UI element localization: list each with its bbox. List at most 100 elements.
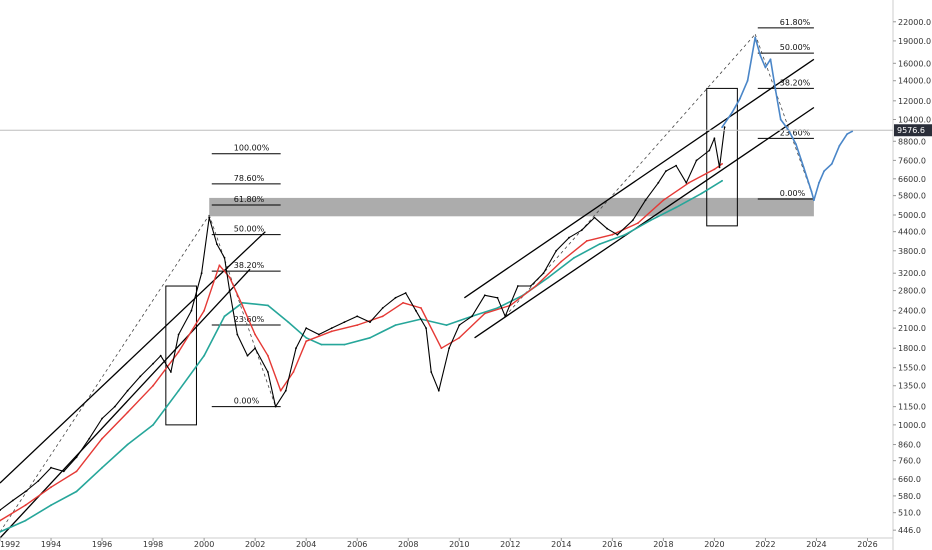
series-line-price-point — [88, 437, 91, 440]
y-tick-label: 3800.0 — [898, 247, 926, 256]
y-tick-label: 1350.0 — [898, 382, 926, 391]
fib-level-label: 78.60% — [234, 174, 265, 183]
series-line-slow-ma-point — [675, 206, 677, 209]
x-tick-label: 1992 — [0, 540, 20, 549]
series-line-slow-ma-point — [369, 336, 371, 339]
x-tick-label: 2004 — [296, 540, 316, 549]
y-tick-label: 1150.0 — [898, 403, 926, 412]
series-line-price-point — [274, 405, 277, 408]
series-line-price-point — [246, 354, 249, 357]
last-price-label: 9576.6 — [897, 126, 925, 135]
series-line-fast-ma — [0, 163, 723, 522]
series-line-fast-ma-point — [585, 240, 588, 242]
series-line-price-point — [415, 309, 417, 312]
series-line-slow-ma-point — [445, 324, 448, 326]
series-line-price-point — [437, 389, 440, 392]
dashed-projection-line — [754, 34, 815, 200]
series-line-price-point — [62, 470, 65, 473]
series-line-price-point — [254, 347, 256, 350]
y-tick-label: 2100.0 — [898, 324, 926, 333]
series-line-price-point — [318, 333, 320, 336]
series-line-slow-ma-point — [267, 304, 269, 307]
fib-level-label: 23.60% — [780, 128, 811, 137]
x-tick-label: 1996 — [92, 540, 112, 549]
series-line-fast-ma-point — [662, 199, 665, 202]
series-line-price-point — [675, 164, 677, 167]
highlight-box-layer — [165, 87, 738, 426]
series-line-price-point — [0, 509, 1, 511]
series-line-price-point — [708, 149, 711, 152]
channel-1-upper — [0, 231, 266, 484]
series-line-price-point — [50, 466, 52, 469]
fib-level-label: 100.00% — [234, 144, 270, 153]
series-line-fast-ma-point — [177, 351, 180, 353]
series-line-price-point — [284, 389, 287, 392]
series-line-price-point — [11, 499, 14, 502]
y-tick-label: 446.0 — [898, 526, 921, 535]
x-tick-label: 2000 — [194, 540, 214, 549]
series-line-slow-ma-point — [223, 315, 226, 318]
series-line-fast-ma-point — [241, 304, 244, 307]
series-line-fast-ma-point — [713, 168, 716, 171]
series-line-price-point — [404, 292, 407, 294]
series-line-slow-ma-point — [721, 179, 723, 182]
y-tick-label: 2800.0 — [898, 287, 926, 296]
series-line-price-point — [555, 249, 558, 252]
series-line-fast-ma-point — [534, 285, 537, 287]
series-line-price-point — [200, 272, 203, 275]
series-line-slow-ma-point — [0, 531, 1, 533]
series-line-price-point — [458, 324, 461, 326]
series-line-price-point — [713, 137, 716, 140]
series-line-price-point — [695, 159, 698, 162]
series-line-price — [0, 127, 726, 511]
series-line-projection-point — [830, 163, 833, 165]
series-line-price-point — [126, 389, 129, 392]
series-line-price-point — [665, 170, 667, 173]
series-line-projection-point — [823, 170, 825, 173]
series-line-price-point — [295, 347, 297, 350]
y-tick-label: 6600.0 — [898, 175, 926, 184]
series-line-fast-ma-point — [402, 301, 404, 304]
series-line-slow-ma-point — [343, 343, 346, 346]
series-line-slow-ma-point — [394, 324, 397, 326]
series-line-projection-point — [746, 79, 749, 82]
series-line-fast-ma-point — [152, 384, 155, 387]
x-tick-label: 2022 — [755, 540, 775, 549]
series-line-price-point — [657, 181, 660, 184]
series-line-slow-ma-point — [177, 389, 180, 392]
series-line-slow-ma-point — [547, 276, 550, 279]
series-line-price-point — [542, 272, 545, 275]
series-line-price-point — [606, 227, 609, 230]
dashed-projection-line — [504, 33, 756, 317]
x-tick-label: 2012 — [500, 540, 520, 549]
y-tick-label: 4400.0 — [898, 228, 926, 237]
x-tick-label: 1998 — [143, 540, 163, 549]
series-line-price-point — [305, 327, 308, 329]
series-line-price-point — [228, 289, 231, 292]
series-line-price-point — [568, 236, 570, 239]
series-line-price-point — [267, 371, 269, 373]
series-line-projection-point — [795, 143, 797, 146]
series-line-projection-point — [810, 190, 813, 193]
series-line-fast-ma-point — [483, 312, 486, 315]
series-line-slow-ma-point — [573, 256, 575, 259]
series-line-fast-ma-point — [721, 163, 723, 165]
series-line-projection-point — [759, 54, 762, 57]
y-tick-label: 5800.0 — [898, 192, 926, 201]
series-line-projection-point — [846, 133, 848, 136]
x-tick-label: 1994 — [41, 540, 61, 549]
series-line-price-point — [159, 354, 162, 357]
series-line-slow-ma-point — [496, 307, 499, 309]
y-tick-label: 510.0 — [898, 509, 921, 518]
series-line-price-point — [75, 456, 78, 459]
series-line-price-point — [190, 309, 193, 312]
series-line-fast-ma-point — [688, 181, 690, 184]
series-line-slow-ma-point — [24, 519, 27, 522]
y-tick-label: 14000.0 — [898, 77, 931, 86]
series-line-slow-ma-point — [101, 466, 103, 469]
dashed-projection-line — [0, 214, 210, 533]
series-line-slow-ma-point — [75, 490, 78, 493]
x-tick-label: 2024 — [806, 540, 826, 549]
